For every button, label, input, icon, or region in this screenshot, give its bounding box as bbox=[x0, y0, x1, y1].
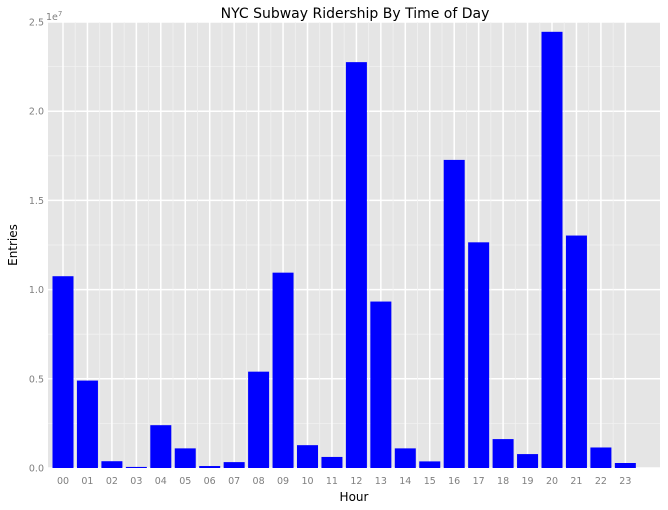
x-tick-label-02: 02 bbox=[106, 476, 118, 487]
y-scale-exponent-power: 7 bbox=[58, 10, 62, 18]
x-tick-label-06: 06 bbox=[204, 476, 216, 487]
y-tick-labels: 0.0 0.5 1.0 1.5 2.0 2.5 bbox=[29, 18, 44, 475]
bar-22 bbox=[590, 447, 612, 468]
bar-17 bbox=[468, 242, 490, 468]
bar-06 bbox=[199, 466, 221, 468]
bar-04 bbox=[150, 425, 172, 468]
x-tick-label-04: 04 bbox=[155, 476, 167, 487]
x-tick-label-17: 17 bbox=[473, 476, 485, 487]
x-tick-label-10: 10 bbox=[301, 476, 313, 487]
chart-title: NYC Subway Ridership By Time of Day bbox=[221, 6, 490, 22]
x-tick-label-21: 21 bbox=[570, 476, 582, 487]
x-tick-label-22: 22 bbox=[595, 476, 607, 487]
bar-10 bbox=[297, 445, 318, 468]
bars-layer bbox=[52, 31, 636, 468]
bar-02 bbox=[101, 461, 123, 468]
bar-21 bbox=[565, 235, 587, 468]
bar-19 bbox=[517, 454, 539, 468]
x-tick-labels: 00 01 02 03 04 05 06 07 08 09 10 11 12 13 14 15 16 17 18 19… bbox=[57, 476, 631, 487]
x-tick-label-15: 15 bbox=[424, 476, 436, 487]
x-tick-label-18: 18 bbox=[497, 476, 509, 487]
bar-13 bbox=[370, 301, 392, 468]
x-tick-label-07: 07 bbox=[228, 476, 240, 487]
bar-00 bbox=[52, 276, 74, 468]
bar-11 bbox=[321, 456, 343, 468]
x-tick-label-16: 16 bbox=[448, 476, 460, 487]
y-tick-label-4: 2.0 bbox=[29, 107, 44, 118]
y-tick-label-3: 1.5 bbox=[29, 196, 44, 207]
y-tick-label-2: 1.0 bbox=[29, 285, 44, 296]
bar-08 bbox=[248, 371, 270, 468]
y-tick-label-5: 2.5 bbox=[29, 18, 44, 29]
bar-07 bbox=[223, 462, 245, 468]
y-axis-label: Entries bbox=[6, 224, 20, 266]
x-tick-label-08: 08 bbox=[253, 476, 265, 487]
bar-15 bbox=[419, 461, 441, 468]
x-tick-label-19: 19 bbox=[522, 476, 534, 487]
x-tick-label-13: 13 bbox=[375, 476, 387, 487]
bar-20 bbox=[541, 31, 563, 468]
bar-09 bbox=[272, 272, 294, 468]
bar-03 bbox=[125, 466, 147, 468]
y-scale-exponent: 1e7 bbox=[46, 10, 62, 23]
x-tick-label-14: 14 bbox=[399, 476, 411, 487]
x-tick-label-00: 00 bbox=[57, 476, 69, 487]
bar-23 bbox=[614, 463, 636, 468]
bar-05 bbox=[174, 448, 196, 468]
x-tick-label-03: 03 bbox=[130, 476, 142, 487]
x-tick-label-12: 12 bbox=[350, 476, 362, 487]
bar-16 bbox=[443, 159, 465, 468]
bar-01 bbox=[76, 380, 98, 468]
bar-12 bbox=[345, 62, 367, 468]
x-tick-label-01: 01 bbox=[81, 476, 93, 487]
x-axis-label: Hour bbox=[340, 490, 369, 504]
y-tick-label-0: 0.0 bbox=[29, 464, 44, 475]
x-tick-label-20: 20 bbox=[546, 476, 558, 487]
y-tick-label-1: 0.5 bbox=[29, 374, 44, 385]
x-tick-label-11: 11 bbox=[326, 476, 338, 487]
x-tick-label-05: 05 bbox=[179, 476, 191, 487]
bar-14 bbox=[394, 448, 416, 468]
x-tick-label-23: 23 bbox=[619, 476, 631, 487]
bar-18 bbox=[492, 439, 514, 468]
x-tick-label-09: 09 bbox=[277, 476, 289, 487]
